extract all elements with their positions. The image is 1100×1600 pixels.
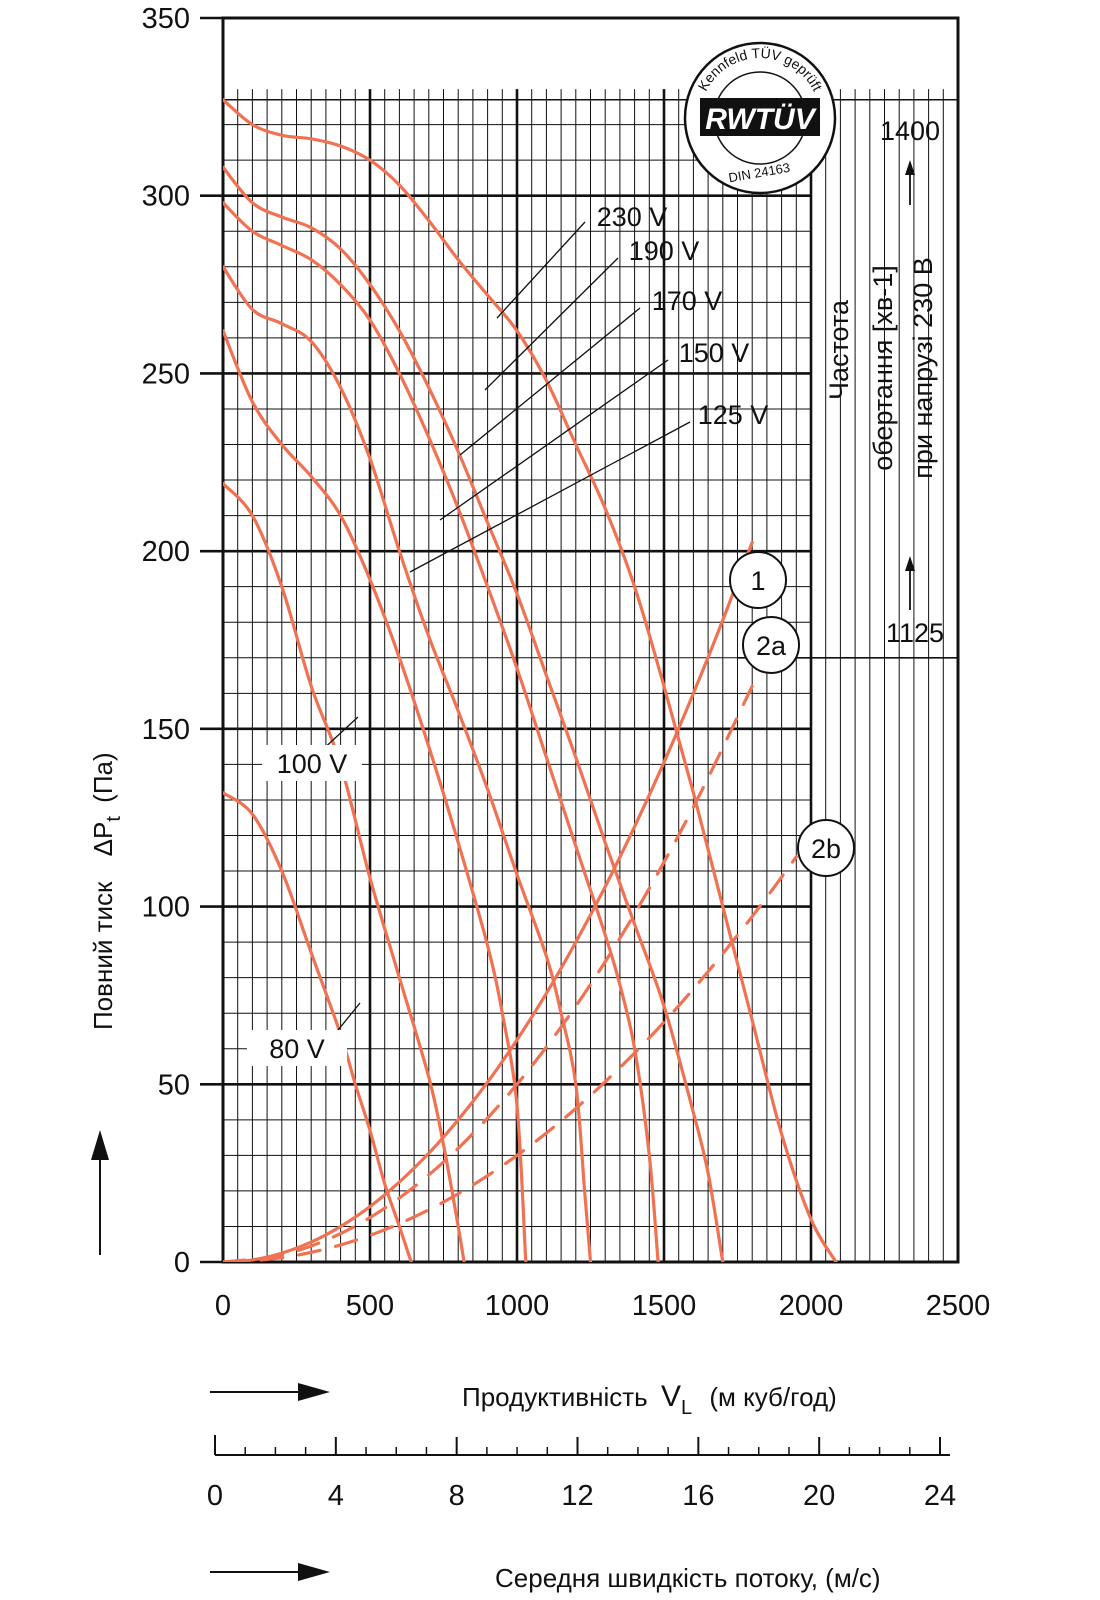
curve-170-v: [223, 201, 660, 1262]
curve-label-190-v: 190 V: [629, 236, 700, 266]
curve-label-230-v: 230 V: [597, 202, 668, 232]
x2-tick-label: 16: [682, 1480, 714, 1512]
label-bg-80-v: [247, 1030, 347, 1066]
x-tick-label: 2500: [926, 1290, 991, 1322]
rpm-annotation: 1400 Частота обертання [хв-1] при напруз…: [824, 116, 944, 648]
velocity-axis: 0 4 8 12 16 20 24: [207, 1435, 956, 1512]
rpm-value-low: 1125: [886, 618, 944, 648]
y-axis-title-unit: (Па): [88, 752, 118, 802]
circle-label-1: 1: [750, 566, 765, 596]
y-tick-label: 300: [142, 181, 190, 213]
circle-badge-1: [729, 551, 787, 609]
tuv-seal: Kennfeld TÜV geprüft RWTÜV DIN 24163: [683, 41, 837, 195]
x-tick-label: 0: [215, 1290, 231, 1322]
system-curve-labels: 1 2a 2b: [729, 551, 855, 877]
x-axis-title-unit: (м куб/год): [709, 1382, 836, 1412]
y-tick-label: 50: [158, 1069, 190, 1101]
curve-80-v: [223, 791, 413, 1262]
y-tick-label: 100: [142, 892, 190, 924]
curves: [223, 98, 838, 1262]
x2-tick-label: 8: [449, 1480, 465, 1512]
y-tick-label: 250: [142, 358, 190, 390]
velocity-axis-title: Середня швидкість потоку, (м/с): [495, 1563, 881, 1593]
leader-150-v: [439, 359, 669, 521]
x-axis-title-symbol: V: [661, 1380, 681, 1413]
x2-tick-label: 4: [328, 1480, 344, 1512]
y-axis-title: Повний тиск ΔPt (Па): [88, 752, 126, 1030]
x2-axis-arrow: [210, 1563, 330, 1581]
y-tick-label: 200: [142, 536, 190, 568]
curve-label-80-v: 80 V: [269, 1034, 325, 1064]
x-axis-arrow: [210, 1383, 330, 1401]
curve-230-v: [223, 98, 838, 1262]
y-tick-label: 350: [142, 3, 190, 35]
y-axis-title-prefix: Повний тиск: [88, 881, 118, 1030]
y-tick-label: 0: [174, 1247, 190, 1279]
curve-150-v: [223, 265, 593, 1262]
circle-label-2b: 2b: [811, 834, 841, 864]
rpm-label-line2: обертання [хв-1]: [868, 265, 898, 471]
curve-190-v: [223, 165, 725, 1262]
circle-badge-2b: [797, 819, 855, 877]
x2-tick-label: 20: [803, 1480, 835, 1512]
x-tick-label: 1000: [485, 1290, 550, 1322]
curve-125-v: [223, 329, 528, 1262]
x2-tick-label: 24: [924, 1480, 956, 1512]
x-tick-label: 500: [346, 1290, 394, 1322]
y-axis-arrow: [91, 1130, 109, 1255]
curve-label-100-v: 100 V: [277, 749, 348, 779]
x-tick-label: 2000: [779, 1290, 844, 1322]
y-axis-title-symbol: ΔP: [88, 822, 118, 857]
label-bg-100-v: [262, 745, 362, 781]
voltage-labels: 230 V 190 V 170 V 150 V 125 V 100 V 80 V: [247, 202, 768, 1066]
curve-label-170-v: 170 V: [652, 286, 723, 316]
x2-tick-label: 12: [561, 1480, 593, 1512]
grid-major: [223, 89, 813, 1262]
leader-190-v: [484, 257, 619, 391]
y-axis-title-sub: t: [103, 816, 125, 822]
svg-text:Повний тиск ΔPt (П: Повний тиск ΔPt (Па): [88, 752, 126, 1030]
curve-1: [223, 540, 754, 1262]
leader-170-v: [459, 307, 641, 456]
leader-125-v: [409, 421, 691, 573]
rpm-label-line3: при напрузі 230 В: [908, 257, 938, 478]
x-axis-title: Продуктивність VL (м куб/год): [462, 1380, 837, 1420]
x-axis-ticks: 0 500 1000 1500 2000 2500: [215, 1290, 990, 1322]
rpm-value-high: 1400: [880, 116, 940, 146]
x-tick-label: 1500: [632, 1290, 697, 1322]
curve-2a: [223, 684, 754, 1262]
curve-100-v: [223, 482, 466, 1262]
rpm-label-line1: Частота: [824, 299, 854, 400]
y-tick-label: 150: [142, 714, 190, 746]
curve-label-125-v: 125 V: [698, 400, 769, 430]
leader-230-v: [496, 221, 586, 319]
y-axis-ticks: 0 50 100 150 200 250 300 350: [142, 3, 223, 1279]
x2-tick-label: 0: [207, 1480, 223, 1512]
curve-label-150-v: 150 V: [679, 338, 750, 368]
circle-label-2a: 2a: [756, 631, 787, 661]
x-axis-title-prefix: Продуктивність: [462, 1382, 648, 1412]
seal-logo: RWTÜV: [705, 103, 817, 136]
circle-badge-2a: [742, 616, 800, 674]
curve-2b: [223, 855, 798, 1262]
x-axis-title-sub: L: [681, 1397, 692, 1419]
grid-minor: [223, 89, 944, 1262]
